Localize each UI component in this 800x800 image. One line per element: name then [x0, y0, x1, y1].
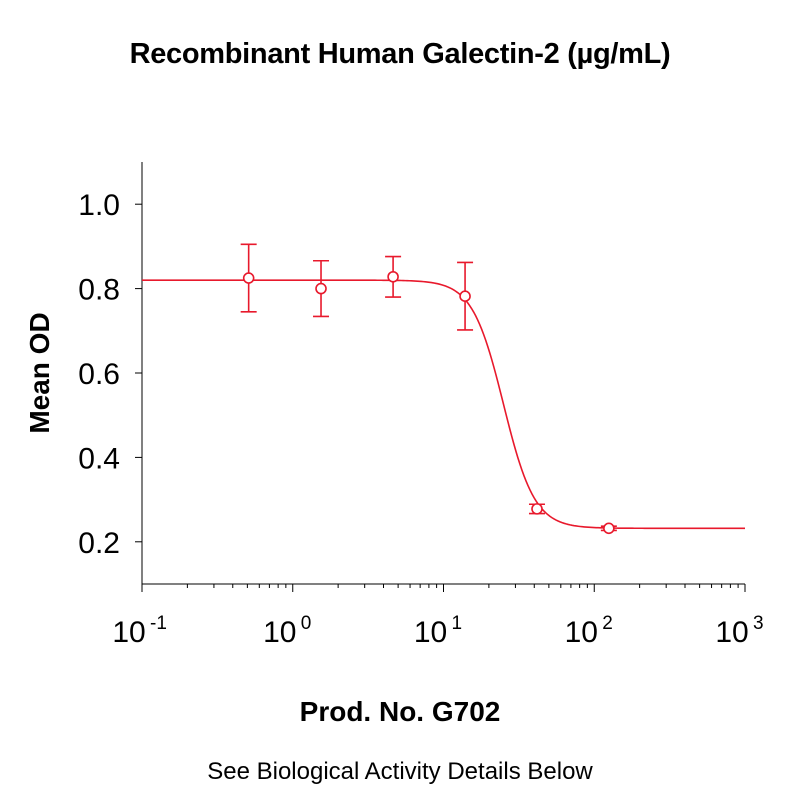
axes: [141, 162, 745, 585]
y-ticks: 0.2 0.4 0.6 0.8 1.0: [78, 189, 142, 560]
y-axis-label: Mean OD: [24, 312, 55, 433]
data-point: [313, 259, 330, 318]
y-tick-label: 0.8: [78, 274, 120, 307]
x-tick-label: 10 0: [263, 613, 311, 649]
x-axis-label: Prod. No. G702: [299, 696, 501, 727]
x-tick-exponent: 2: [602, 613, 613, 634]
fit-curve: [142, 279, 745, 530]
y-tick-label: 0.2: [78, 527, 120, 560]
point-marker: [387, 270, 399, 283]
x-tick-base: 10: [715, 616, 748, 649]
y-tick-label: 0.4: [78, 442, 120, 475]
x-tick-label: 10 2: [565, 613, 613, 649]
x-ticks: 10 -1 10 0 10 1 10 2 10 3: [112, 584, 764, 649]
x-tick-label: 10 -1: [112, 613, 167, 649]
point-marker: [531, 503, 543, 515]
point-marker: [242, 272, 255, 284]
x-tick-base: 10: [414, 616, 447, 649]
chart-title: Recombinant Human Galectin-2 (µg/mL): [129, 38, 671, 70]
x-tick-base: 10: [263, 616, 296, 649]
point-marker: [459, 290, 471, 302]
y-tick-label: 0.6: [78, 358, 120, 391]
x-tick-base: 10: [112, 616, 145, 649]
point-marker: [315, 282, 327, 295]
data-points: [240, 243, 617, 535]
x-tick-label: 10 1: [414, 613, 462, 649]
x-tick-base: 10: [565, 616, 598, 649]
x-tick-label: 10 3: [715, 613, 763, 649]
x-tick-exponent: -1: [150, 613, 167, 634]
data-point: [385, 255, 402, 298]
x-tick-exponent: 0: [301, 613, 312, 634]
point-marker: [603, 522, 615, 535]
data-point: [600, 522, 617, 535]
data-point: [240, 243, 257, 313]
footer-note: See Biological Activity Details Below: [207, 758, 593, 785]
x-tick-exponent: 1: [452, 613, 463, 634]
data-point: [528, 503, 545, 515]
x-tick-exponent: 3: [753, 613, 764, 634]
data-point: [457, 261, 474, 331]
y-tick-label: 1.0: [78, 189, 120, 222]
